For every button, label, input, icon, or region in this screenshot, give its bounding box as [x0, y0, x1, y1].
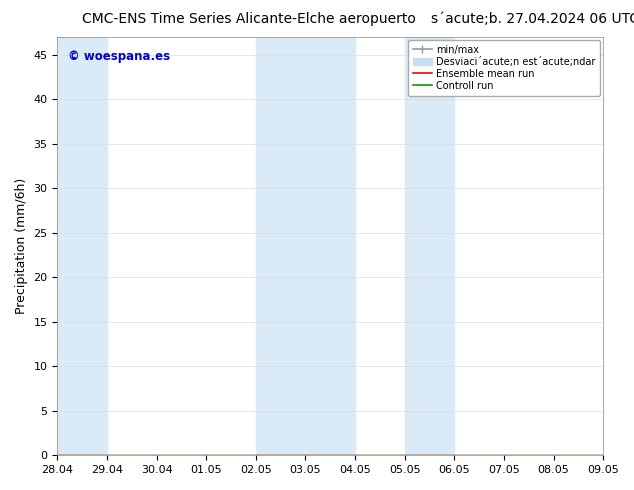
Y-axis label: Precipitation (mm/6h): Precipitation (mm/6h): [15, 178, 28, 314]
Text: © woespana.es: © woespana.es: [68, 49, 171, 63]
Bar: [404, 37, 455, 455]
Text: CMC-ENS Time Series Alicante-Elche aeropuerto: CMC-ENS Time Series Alicante-Elche aerop…: [82, 12, 417, 26]
Text: s´acute;b. 27.04.2024 06 UTC: s´acute;b. 27.04.2024 06 UTC: [431, 12, 634, 26]
Bar: [58, 37, 107, 455]
Legend: min/max, Desviaci´acute;n est´acute;ndar, Ensemble mean run, Controll run: min/max, Desviaci´acute;n est´acute;ndar…: [408, 40, 600, 96]
Bar: [256, 37, 355, 455]
